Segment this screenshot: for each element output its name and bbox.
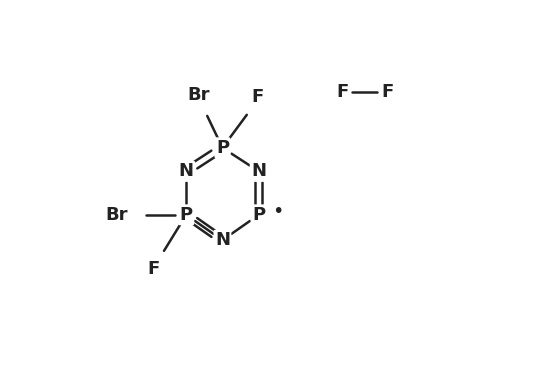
Text: Br: Br [188,86,210,104]
Text: F: F [336,82,348,100]
Text: P: P [216,139,229,157]
Text: F: F [251,88,264,106]
Text: N: N [251,162,266,180]
Text: N: N [215,231,230,249]
Text: F: F [381,82,393,100]
Text: F: F [147,260,160,278]
Text: N: N [179,162,194,180]
Text: •: • [272,202,283,221]
Text: Br: Br [106,206,128,224]
Text: P: P [252,206,265,224]
Text: P: P [180,206,192,224]
